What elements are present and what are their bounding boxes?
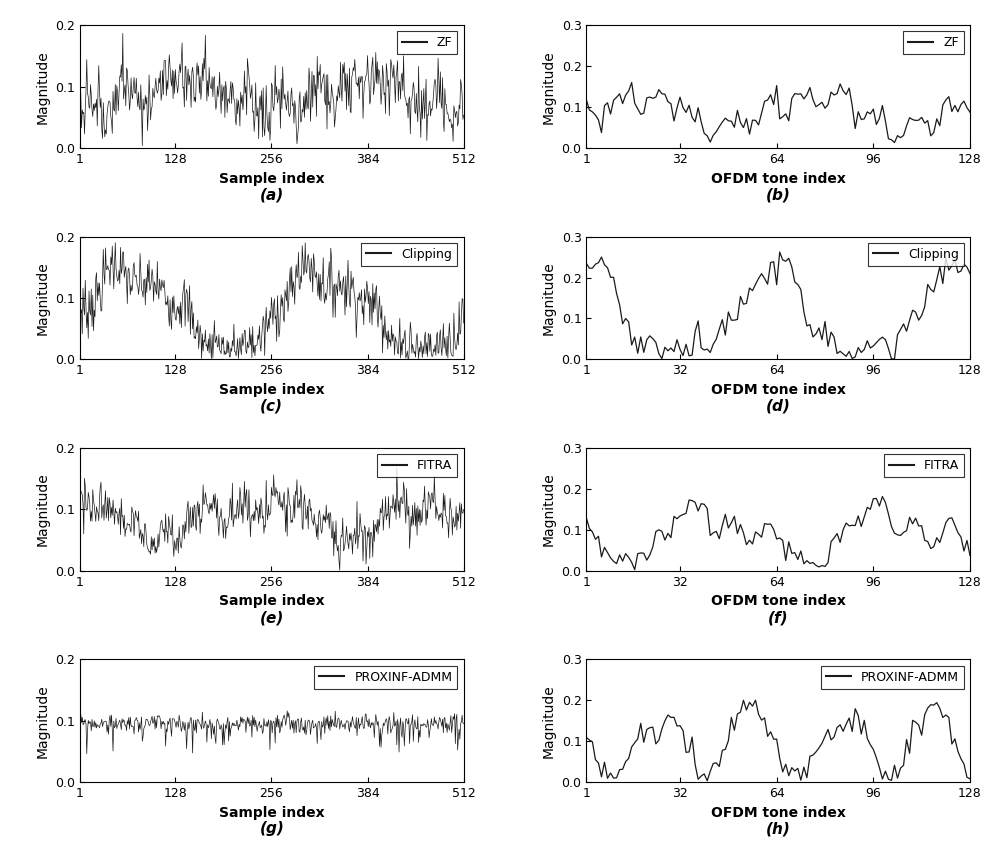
X-axis label: OFDM tone index: OFDM tone index <box>711 383 846 397</box>
Text: (f): (f) <box>768 610 789 625</box>
Text: (a): (a) <box>260 188 284 203</box>
Legend: PROXINF-ADMM: PROXINF-ADMM <box>314 665 457 689</box>
Legend: Clipping: Clipping <box>361 243 457 266</box>
Y-axis label: Magnitude: Magnitude <box>542 262 556 335</box>
Text: (d): (d) <box>766 399 791 414</box>
Text: (e): (e) <box>260 610 284 625</box>
Y-axis label: Magnitude: Magnitude <box>542 473 556 546</box>
Legend: PROXINF-ADMM: PROXINF-ADMM <box>821 665 964 689</box>
Y-axis label: Magnitude: Magnitude <box>542 50 556 124</box>
Y-axis label: Magnitude: Magnitude <box>36 50 50 124</box>
X-axis label: Sample index: Sample index <box>219 172 325 186</box>
Y-axis label: Magnitude: Magnitude <box>36 684 50 758</box>
Text: (g): (g) <box>259 822 284 837</box>
Y-axis label: Magnitude: Magnitude <box>542 684 556 758</box>
Text: (h): (h) <box>766 822 791 837</box>
Legend: FITRA: FITRA <box>377 454 457 477</box>
Y-axis label: Magnitude: Magnitude <box>36 473 50 546</box>
Legend: FITRA: FITRA <box>884 454 964 477</box>
Text: (b): (b) <box>766 188 791 203</box>
Text: (c): (c) <box>260 399 283 414</box>
X-axis label: OFDM tone index: OFDM tone index <box>711 595 846 608</box>
X-axis label: Sample index: Sample index <box>219 595 325 608</box>
X-axis label: OFDM tone index: OFDM tone index <box>711 806 846 819</box>
Legend: ZF: ZF <box>397 31 457 55</box>
X-axis label: Sample index: Sample index <box>219 383 325 397</box>
Legend: ZF: ZF <box>903 31 964 55</box>
Y-axis label: Magnitude: Magnitude <box>36 262 50 335</box>
X-axis label: Sample index: Sample index <box>219 806 325 819</box>
X-axis label: OFDM tone index: OFDM tone index <box>711 172 846 186</box>
Legend: Clipping: Clipping <box>868 243 964 266</box>
